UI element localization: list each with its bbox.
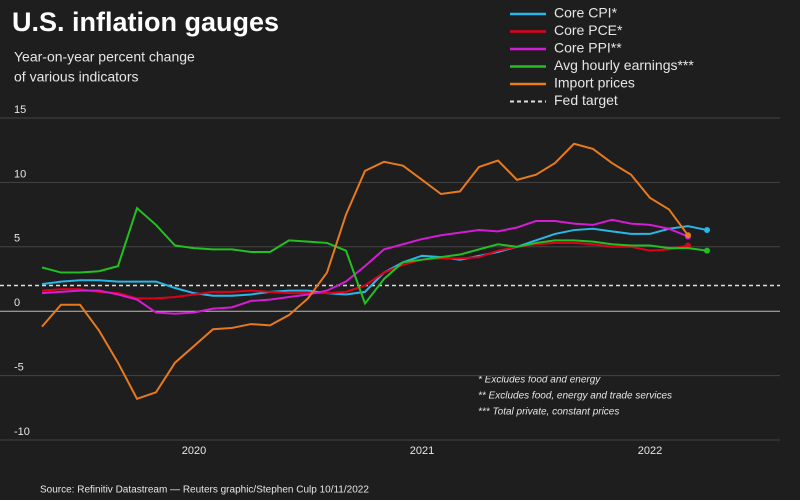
legend-label: Import prices (554, 75, 635, 91)
note: ** Excludes food, energy and trade servi… (478, 391, 672, 402)
y-tick-label: -10 (14, 426, 30, 438)
end-dot (685, 232, 691, 239)
series-line (41, 218, 689, 315)
legend-label: Core PPI** (554, 40, 622, 56)
x-tick-label: 2022 (638, 445, 662, 457)
x-tick-label: 2020 (182, 445, 206, 457)
end-dot (704, 227, 710, 234)
x-tick-label: 2021 (410, 445, 434, 457)
subtitle: of various indicators (14, 69, 139, 85)
end-dot (685, 242, 691, 249)
series-line (41, 142, 689, 401)
y-tick-label: 15 (14, 104, 26, 116)
end-dot (704, 247, 710, 254)
legend-label: Core PCE* (554, 22, 623, 38)
legend-label: Fed target (554, 92, 618, 108)
y-tick-label: 10 (14, 168, 26, 180)
chart-title: U.S. inflation gauges (12, 7, 279, 37)
note: * Excludes food and energy (478, 375, 601, 386)
series-line (41, 241, 689, 300)
source: Source: Refinitiv Datastream — Reuters g… (40, 485, 369, 496)
legend-label: Avg hourly earnings*** (554, 57, 694, 73)
y-tick-label: 0 (14, 297, 20, 309)
series-line (41, 225, 708, 297)
y-tick-label: -5 (14, 362, 24, 374)
legend-label: Core CPI* (554, 5, 618, 21)
series-line (41, 206, 708, 306)
subtitle: Year-on-year percent change (14, 49, 195, 65)
y-tick-label: 5 (14, 233, 20, 245)
note: *** Total private, constant prices (478, 407, 619, 418)
